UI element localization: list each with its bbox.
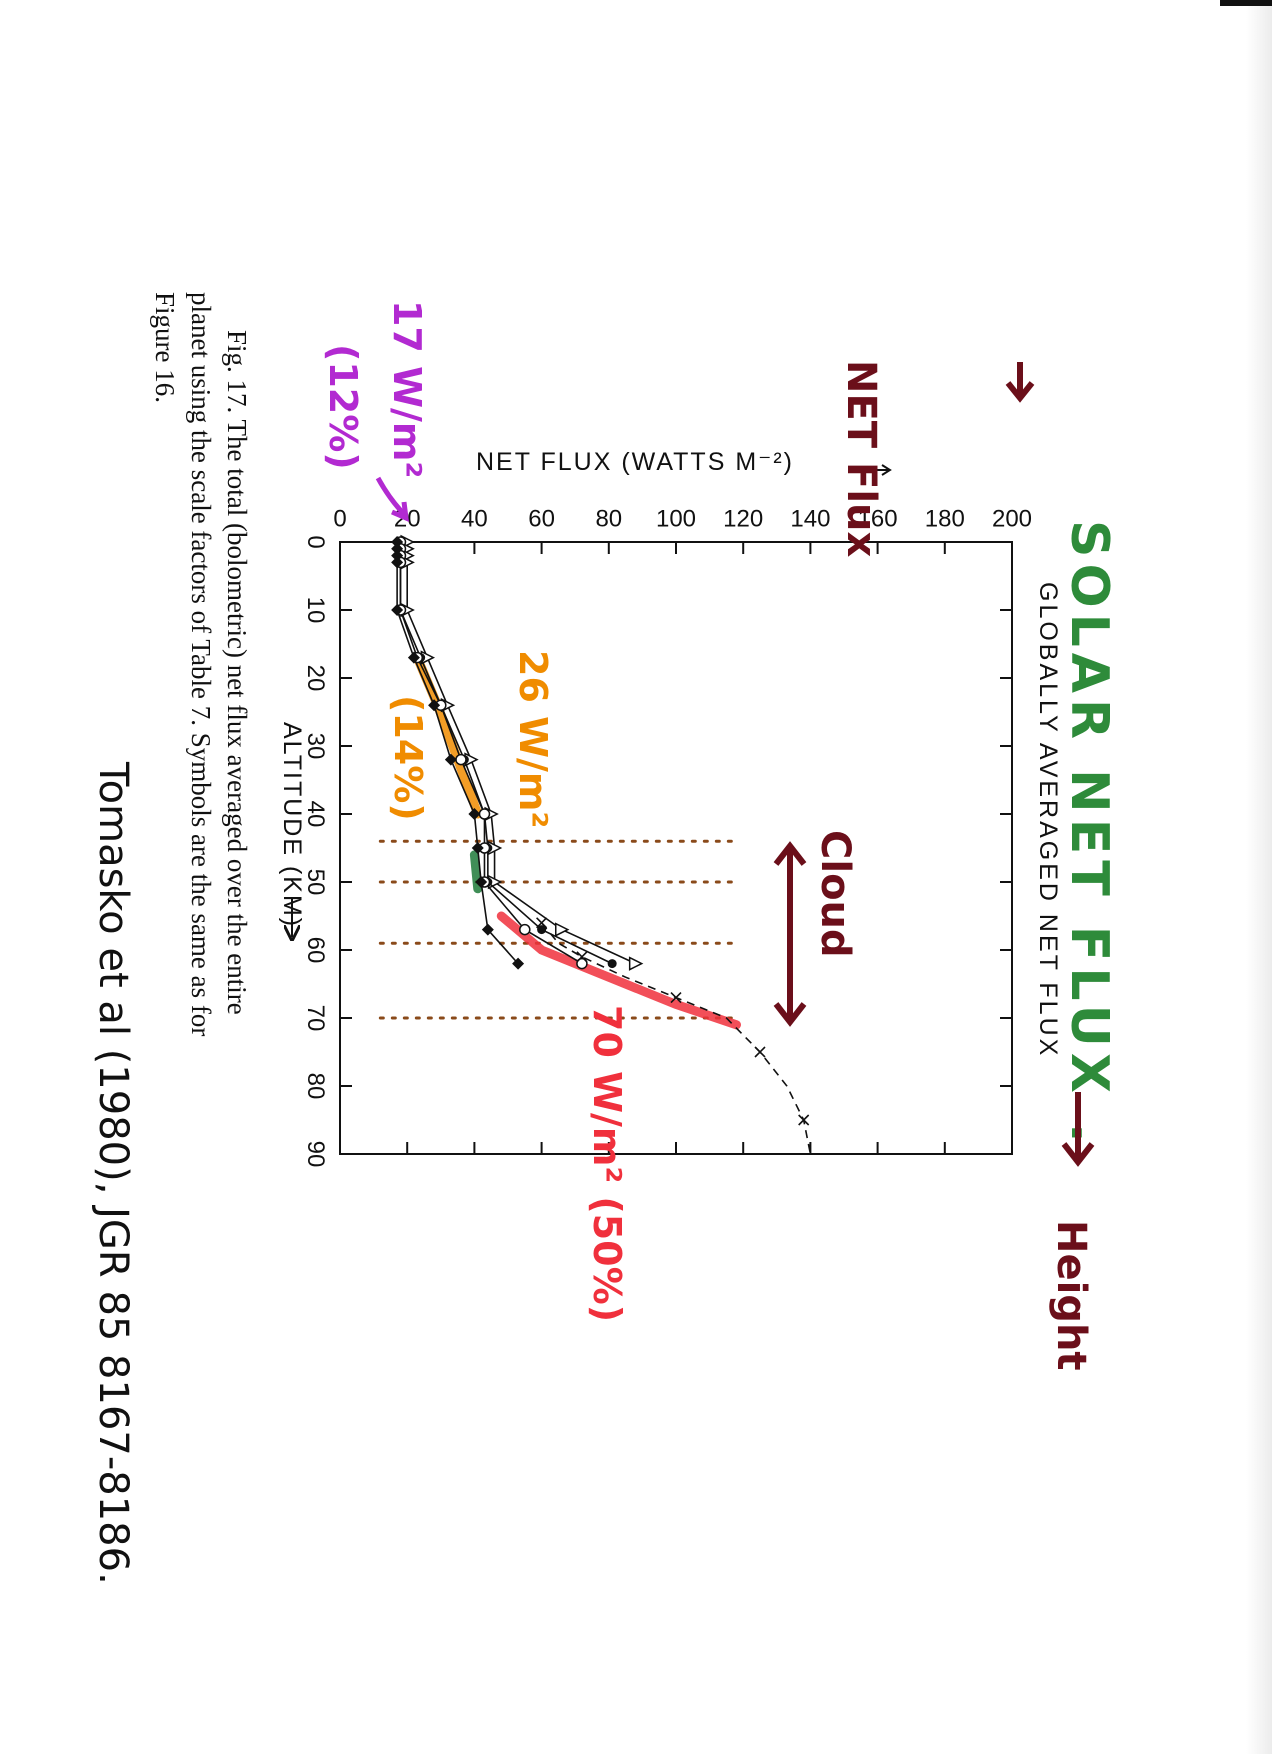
x-axis-label: ALTITUDE (KM) (278, 722, 306, 928)
data-point-diamond (475, 876, 488, 888)
annotation-17-arrowhead (391, 501, 410, 523)
highlight-orange (412, 653, 483, 819)
cloud-arrowhead-bottom (773, 1002, 807, 1027)
x-tick-label: 0 (302, 535, 329, 548)
cloud-boundary-lines (378, 839, 738, 1020)
data-point-diamond (471, 842, 484, 854)
y-tick-label: 0 (333, 505, 346, 532)
data-point-x (798, 1114, 810, 1126)
x-tick-label: 90 (302, 1141, 329, 1168)
plot-frame (339, 541, 1013, 1155)
data-series (391, 534, 812, 1155)
x-tick-label: 20 (302, 665, 329, 692)
y-tick-label: 160 (858, 505, 898, 532)
data-point-x (670, 992, 682, 1004)
data-point-x (536, 917, 548, 929)
data-point-filled-circle (537, 925, 547, 935)
x-tick-label: 40 (302, 801, 329, 828)
y-tick-label: 180 (925, 505, 965, 532)
y-axis-label: NET FLUX (WATTS M⁻²) (476, 448, 794, 476)
height-annotation: Height (1048, 1220, 1094, 1371)
annotation-14pct: (14%) (386, 695, 430, 821)
data-point-diamond (391, 604, 404, 616)
y-tick-label: 140 (790, 505, 830, 532)
series-line (399, 542, 613, 965)
y-axis-arrowhead (881, 464, 892, 476)
x-tick-label: 10 (302, 597, 329, 624)
y-tick-label: 60 (528, 505, 555, 532)
data-point-filled-circle (607, 959, 617, 969)
net-flux-annotation: NET Flux (838, 360, 884, 558)
caption-line-2: planet using the scale factors of Table … (186, 292, 216, 1036)
y-tick-label: 80 (595, 505, 622, 532)
dashed-series-line (540, 922, 812, 1155)
data-point-triangle (555, 922, 570, 937)
chart-title: GLOBALLY AVERAGED NET FLUX (1034, 582, 1062, 1058)
cloud-annotation: Cloud (812, 830, 858, 958)
y-tick-label: 100 (656, 505, 696, 532)
annotation-70: 70 W/m² (50%) (585, 1005, 629, 1322)
x-tick-label: 60 (302, 937, 329, 964)
height-arrowhead (1061, 1142, 1095, 1167)
data-point-open-circle (576, 957, 588, 970)
headline-annotation: SOLAR NET FLUX . (1059, 520, 1119, 1149)
page-edge-shadow (1246, 0, 1272, 1754)
annotation-26: 26 W/m² (511, 650, 555, 828)
annotation-17: 17 W/m² (385, 300, 429, 478)
x-tick-label: 70 (302, 1005, 329, 1032)
x-tick-label: 50 (302, 869, 329, 896)
caption-line-1: Fig. 17. The total (bolometric) net flux… (222, 330, 252, 1015)
caption-line-3: Figure 16. (150, 292, 180, 403)
data-point-open-circle (519, 923, 531, 936)
data-point-diamond (468, 808, 481, 820)
cloud-arrowhead-top (773, 841, 807, 866)
reference-annotation: Tomasko et al (1980), JGR 85 8167-8186. (90, 761, 136, 1585)
y-tick-label: 40 (461, 505, 488, 532)
y-tick-label: 120 (723, 505, 763, 532)
y-tick-label: 200 (992, 505, 1032, 532)
x-tick-label: 30 (302, 733, 329, 760)
data-point-x (754, 1046, 766, 1058)
data-point-diamond (391, 536, 404, 548)
data-point-x (576, 951, 588, 963)
net-flux-arrowhead (1005, 381, 1035, 403)
annotation-12pct: (12%) (321, 344, 365, 470)
highlight-red (496, 911, 741, 1030)
data-point-open-circle (455, 753, 467, 766)
corner-mark (1220, 0, 1272, 6)
data-point-open-circle (478, 808, 491, 820)
annotation-17-arrow (375, 476, 407, 517)
x-tick-label: 80 (302, 1073, 329, 1100)
data-point-triangle (628, 956, 644, 971)
